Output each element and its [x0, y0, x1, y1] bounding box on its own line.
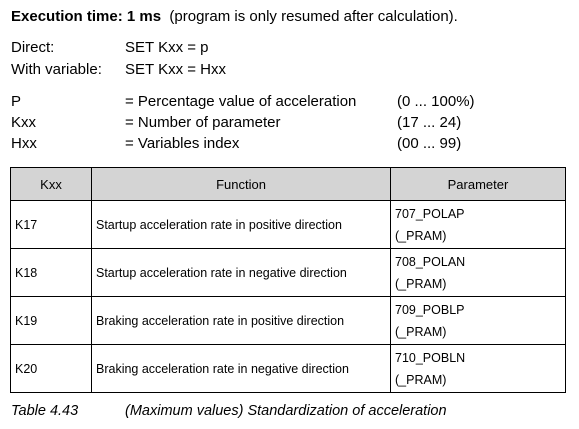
- row-function: Startup acceleration rate in positive di…: [91, 200, 391, 249]
- row-function: Startup acceleration rate in negative di…: [91, 248, 391, 297]
- table-row: K20 Braking acceleration rate in negative…: [10, 344, 566, 393]
- row-parameter: 707_POLAP (_PRAM): [390, 200, 566, 249]
- parameter-line: (_PRAM): [395, 276, 447, 291]
- syntax-label: With variable:: [11, 61, 102, 78]
- row-function: Braking acceleration rate in negative di…: [91, 344, 391, 393]
- param-cell: = Number of parameter: [125, 114, 281, 131]
- param-cell: (0 ... 100%): [397, 93, 475, 110]
- row-id: K17: [10, 200, 92, 249]
- row-id: K20: [10, 344, 92, 393]
- param-cell: (17 ... 24): [397, 114, 462, 131]
- caption-text: (Maximum values) Standardization of acce…: [125, 403, 447, 419]
- syntax-label: Direct:: [11, 39, 55, 56]
- parameter-line: (_PRAM): [395, 228, 447, 243]
- parameter-line: 710_POBLN: [395, 350, 466, 365]
- header-cell: Function: [91, 167, 391, 201]
- parameter-line: 707_POLAP: [395, 206, 465, 221]
- execution-label: Execution time: 1 ms: [11, 8, 162, 25]
- parameter-line: (_PRAM): [395, 372, 447, 387]
- row-id: K18: [10, 248, 92, 297]
- execution-note: (program is only resumed after calculati…: [169, 8, 458, 25]
- param-cell: Kxx: [11, 114, 37, 131]
- row-parameter: 708_POLAN (_PRAM): [390, 248, 566, 297]
- header-cell: Parameter: [390, 167, 566, 201]
- row-parameter: 710_POBLN (_PRAM): [390, 344, 566, 393]
- syntax-value: SET Kxx = Hxx: [125, 61, 227, 78]
- param-cell: = Variables index: [125, 135, 240, 152]
- param-cell: (00 ... 99): [397, 135, 462, 152]
- execution-line: Execution time: 1 ms (program is only re…: [11, 8, 458, 25]
- header-cell: Kxx: [10, 167, 92, 201]
- table-row: K17 Startup acceleration rate in positive…: [10, 200, 566, 249]
- param-cell: = Percentage value of acceleration: [125, 93, 357, 110]
- parameter-line: 708_POLAN: [395, 254, 466, 269]
- parameter-line: 709_POBLP: [395, 302, 465, 317]
- parameter-table: Kxx Function Parameter K17 Startup accele…: [10, 167, 566, 393]
- row-function: Braking acceleration rate in positive di…: [91, 296, 391, 345]
- table-row: K19 Braking acceleration rate in positive…: [10, 296, 566, 345]
- table-row: K18 Startup acceleration rate in negative…: [10, 248, 566, 297]
- param-cell: Hxx: [11, 135, 37, 152]
- row-parameter: 709_POBLP (_PRAM): [390, 296, 566, 345]
- parameter-line: (_PRAM): [395, 324, 447, 339]
- param-cell: P: [11, 93, 22, 110]
- row-id: K19: [10, 296, 92, 345]
- caption-number: Table 4.43: [11, 403, 79, 419]
- syntax-value: SET Kxx = p: [125, 39, 209, 56]
